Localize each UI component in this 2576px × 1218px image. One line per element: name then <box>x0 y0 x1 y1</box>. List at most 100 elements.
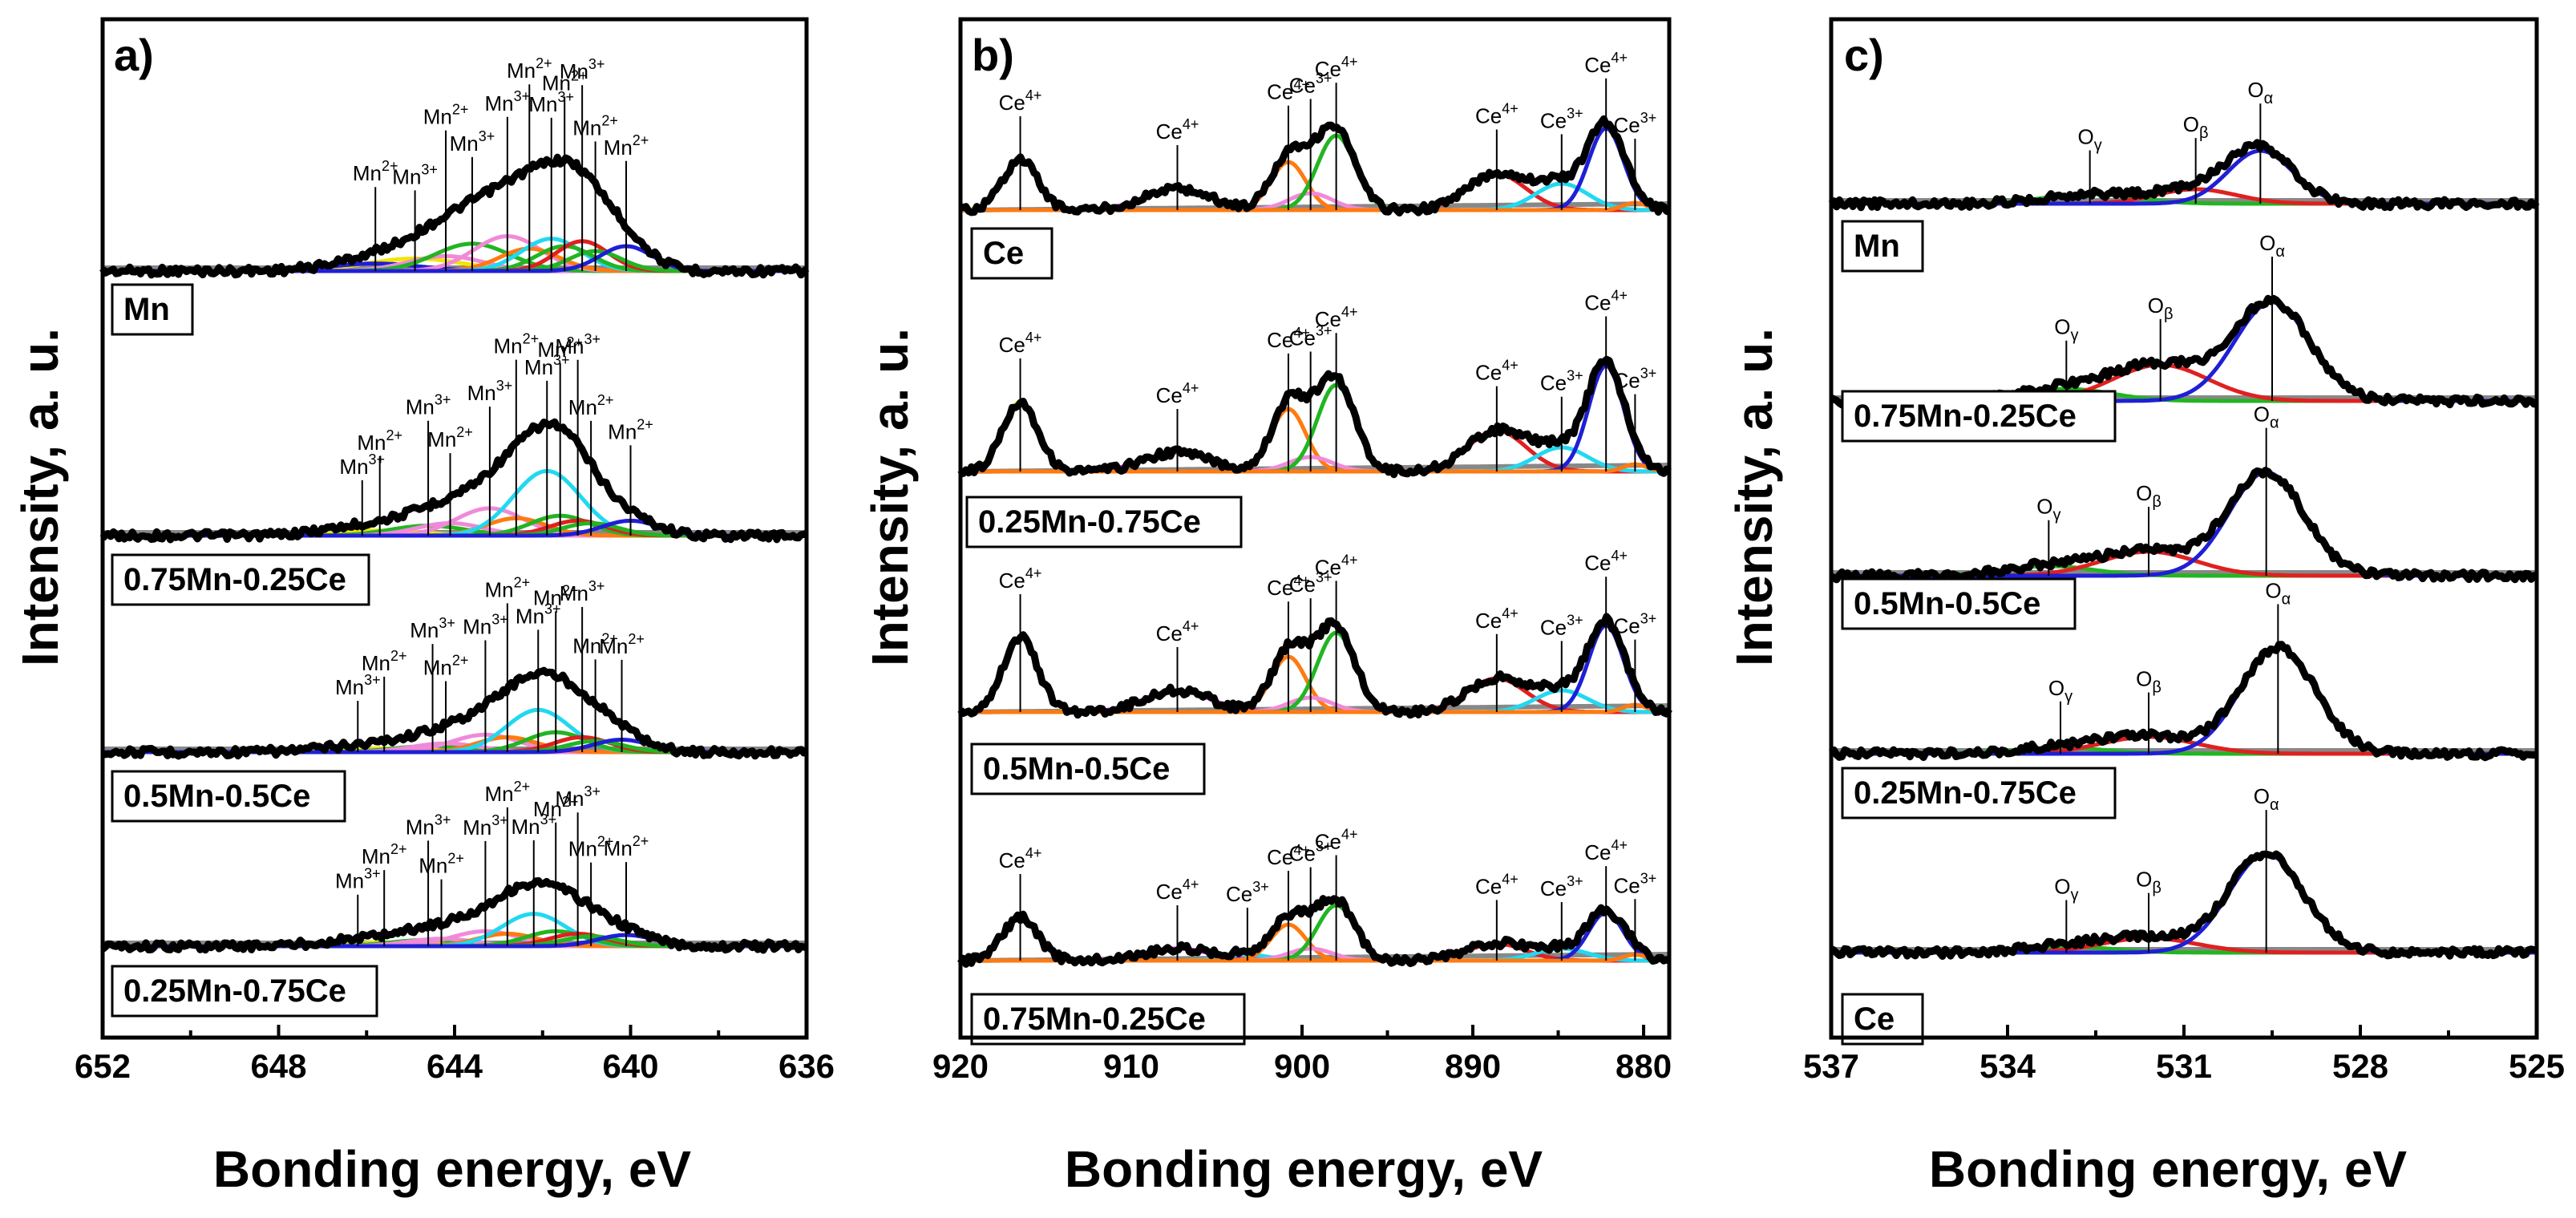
spectrum-1: Ce4+Ce4+Ce4+Ce3+Ce4+Ce4+Ce3+Ce4+Ce3+ <box>957 288 1672 479</box>
peak-label-base: Mn <box>560 581 588 605</box>
peak-label-base: Mn <box>507 59 536 83</box>
peak-label: Ce3+ <box>1614 870 1657 897</box>
panel-a-sample-labels: Mn 0.75Mn-0.25Ce 0.5Mn-0.5Ce 0.25Mn-0.75Ce <box>111 283 378 1018</box>
peak-label: Mn2+ <box>572 112 618 140</box>
peak-label-sup: 3+ <box>435 392 451 408</box>
experimental-envelope <box>101 666 808 760</box>
panel-b-frame <box>958 17 1672 1040</box>
peak-label-sub: α <box>2264 90 2274 107</box>
panel-a-letter: a) <box>114 30 154 80</box>
peak-label: Ce4+ <box>1267 325 1310 352</box>
peak-label-base: Ce <box>1267 80 1293 104</box>
peak-label-sup: 2+ <box>562 794 579 810</box>
peak-label-sup: 4+ <box>1341 304 1358 320</box>
panel-a-ylabel: Intensity, a. u. <box>11 328 69 666</box>
peak-label: Ce4+ <box>1475 605 1519 633</box>
peak-label-base: Mn <box>406 815 435 839</box>
sample-label-box <box>1841 577 2077 630</box>
peak-label: Mn3+ <box>463 812 508 840</box>
sample-label-box <box>111 965 378 1018</box>
peak-label-base: O <box>2148 293 2164 318</box>
peak-label: Ce4+ <box>1315 54 1358 81</box>
peak-label-sub: α <box>2282 590 2291 608</box>
peak-label: Ce3+ <box>1289 70 1332 97</box>
experimental-envelope <box>99 153 810 279</box>
sample-label: 0.75Mn-0.25Ce <box>983 1002 1206 1037</box>
peak-label-sup: 4+ <box>1612 50 1628 66</box>
peak-label-sup: 2+ <box>637 416 653 432</box>
sample-label-box <box>1841 390 2117 443</box>
x-tick-label: 890 <box>1445 1047 1501 1085</box>
peak-label-sup: 2+ <box>633 132 649 148</box>
sample-label: 0.5Mn-0.5Ce <box>1854 586 2040 621</box>
peak-label-base: Mn <box>537 338 566 362</box>
peak-label-base: Mn <box>485 91 514 115</box>
peak-label-base: Ce <box>1267 576 1293 600</box>
peak-label: Oβ <box>2136 481 2161 511</box>
peak-label: Oγ <box>2048 676 2073 706</box>
peak-label-base: Ce <box>1614 614 1640 638</box>
peak-label-base: Mn <box>335 675 364 699</box>
peak-label-sub: β <box>2164 306 2174 323</box>
x-tick-label: 910 <box>1103 1047 1159 1085</box>
spectrum-2: Mn3+Mn2+Mn3+Mn2+Mn3+Mn2+Mn3+Mn2+Mn3+Mn2+… <box>101 574 808 760</box>
peak-label-base: O <box>2254 784 2270 808</box>
peak-label-sup: 4+ <box>1183 618 1199 634</box>
peak-label-base: Mn <box>353 161 382 185</box>
peak-label-sup: 4+ <box>1183 380 1199 396</box>
peak-label: Mn3+ <box>335 672 381 699</box>
spectrum-0: Mn3+Mn2+Mn2+Mn3+Mn3+Mn2+Mn3+Mn2+Mn3+Mn2+… <box>99 55 810 279</box>
panel-b-ylabel: Intensity, a. u. <box>861 328 919 666</box>
peak-label-base: Mn <box>560 59 588 83</box>
peak-label-base: Ce <box>1614 873 1640 897</box>
peak-label-base: Ce <box>1540 371 1567 395</box>
x-tick-label: 525 <box>2509 1047 2565 1085</box>
sample-label: Ce <box>1854 1002 1895 1037</box>
peak-label-sup: 4+ <box>1293 842 1310 858</box>
peak-label-base: O <box>2136 667 2152 691</box>
peak-label-sup: 4+ <box>1502 100 1519 116</box>
peak-label-sub: γ <box>2070 327 2078 345</box>
peak-label-base: Ce <box>1540 108 1567 132</box>
peak-label: Ce3+ <box>1614 366 1657 393</box>
peak-label-base: Ce <box>1475 874 1502 898</box>
peak-label: Ce3+ <box>1614 110 1657 137</box>
peak-label-base: Ce <box>1226 882 1252 906</box>
peak-label-base: Ce <box>1315 555 1341 579</box>
peak-label-base: Mn <box>604 836 633 860</box>
peak-label-base: Ce <box>1156 880 1183 904</box>
peak-label-sup: 4+ <box>1341 826 1358 842</box>
peak-label-sup: 3+ <box>369 451 386 467</box>
peak-label: Mn2+ <box>572 630 618 658</box>
peak-label: Ce4+ <box>1475 358 1519 385</box>
peak-label-sup: 2+ <box>390 648 407 664</box>
peak-label-sup: 3+ <box>1640 870 1657 886</box>
peak-label-base: O <box>2078 124 2094 148</box>
peak-label: Mn3+ <box>511 811 556 839</box>
peak-label-sup: 4+ <box>1341 552 1358 568</box>
peak-label-sup: 3+ <box>496 378 513 394</box>
peak-label-sup: 3+ <box>491 812 508 828</box>
peak-label: Mn3+ <box>467 378 513 405</box>
experimental-envelope <box>1829 467 2539 584</box>
peak-label: Oγ <box>2054 875 2078 904</box>
peak-label-sub: α <box>2270 796 2279 814</box>
peak-label: Mn2+ <box>427 424 473 451</box>
peak-label-sup: 4+ <box>1293 325 1310 341</box>
peak-label-base: O <box>2048 676 2064 700</box>
peak-label: Ce4+ <box>1315 304 1358 331</box>
peak-label-sup: 3+ <box>540 811 557 828</box>
panel-b-spectra: Ce4+Ce4+Ce4+Ce3+Ce4+Ce4+ Ce3+Ce4+Ce3+Ce4+… <box>957 50 1672 968</box>
peak-label: Mn2+ <box>568 834 614 861</box>
peak-label-sub: γ <box>2064 688 2073 706</box>
peak-label-base: Mn <box>608 419 637 443</box>
peak-label-base: Mn <box>604 136 633 160</box>
peak-label-base: O <box>2136 481 2152 505</box>
peak-label-base: Mn <box>572 633 601 658</box>
peak-label: Oγ <box>2078 124 2102 154</box>
peak-label-sub: β <box>2152 880 2161 897</box>
panel-c-o1s: Intensity, a. u. Bonding energy, eV c) 5… <box>1725 17 2565 1198</box>
peak-label: Ce3+ <box>1540 105 1583 132</box>
peak-label-base: Mn <box>485 577 514 601</box>
